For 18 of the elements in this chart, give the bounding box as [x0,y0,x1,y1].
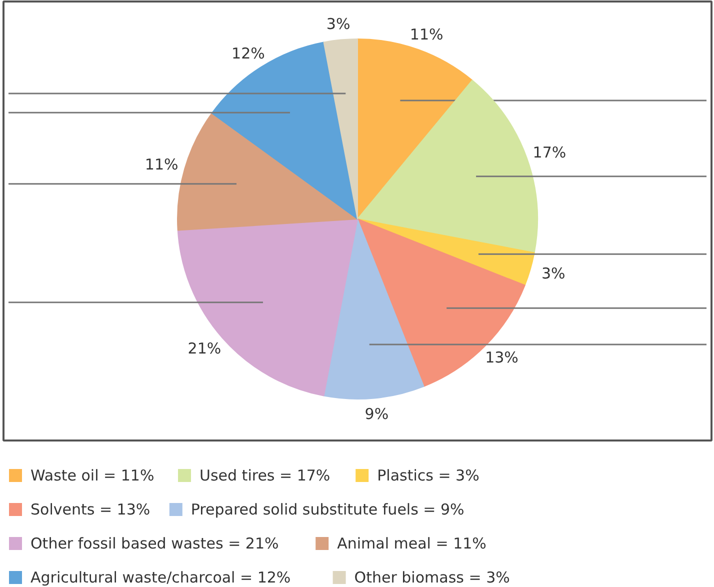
data-label: 21% [188,340,222,358]
legend-label: Plastics = 3% [377,466,480,484]
legend-label: Other fossil based wastes = 21% [30,534,279,552]
legend-label: Waste oil = 11% [30,466,154,484]
data-label: 12% [232,44,265,63]
legend-label: Solvents = 13% [30,500,150,518]
legend-label: Used tires = 17% [200,466,330,484]
data-label: 3% [542,264,566,283]
legend-label: Animal meal = 11% [337,534,486,552]
legend-label: Prepared solid substitute fuels = 9% [190,500,464,518]
data-label: 17% [532,144,566,162]
data-label: 11% [144,155,178,174]
legend-label: Agricultural waste/charcoal = 12% [30,568,291,586]
data-label: 9% [364,405,389,424]
legend-label: Other biomass = 3% [354,568,510,586]
data-label: 11% [410,26,444,44]
data-label: 13% [485,348,518,367]
data-label: 3% [326,14,350,33]
